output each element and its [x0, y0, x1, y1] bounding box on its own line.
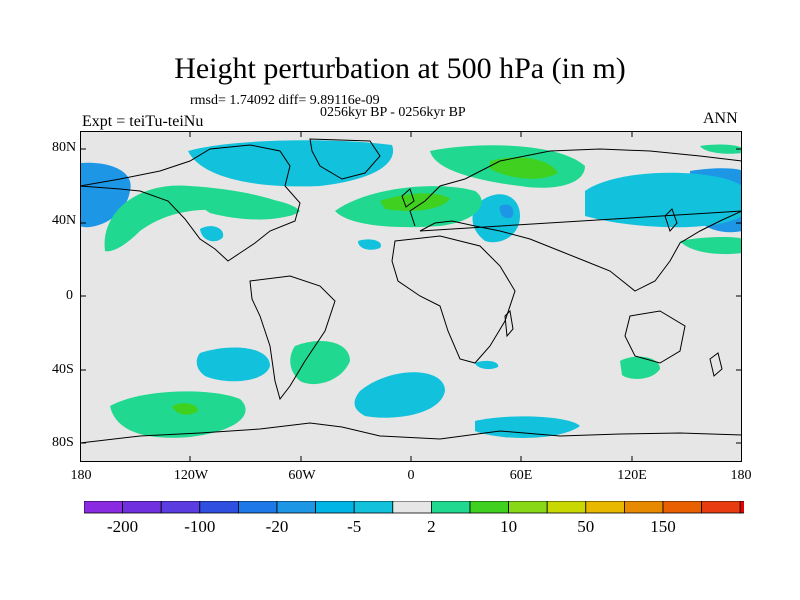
anomaly-negative-south-pacific — [196, 347, 270, 382]
colorbar-tick-label: -5 — [347, 517, 361, 536]
coast-japan — [664, 208, 678, 232]
lon-label-180w: 180 — [70, 468, 92, 483]
lon-label-120w: 120W — [173, 468, 209, 483]
anomaly-negative-siberia-core — [499, 204, 514, 219]
colorbar-tick-label: 2 — [427, 517, 436, 536]
colorbar-labels: -200 -100 -20 -5 2 10 50 150 — [107, 517, 676, 536]
colorbar-cell — [662, 501, 702, 514]
anomaly-positive-siberia-core — [490, 157, 558, 179]
colorbar-cell — [546, 501, 587, 514]
coast-australia — [624, 310, 686, 364]
colorbar-cell — [469, 501, 509, 514]
world-map — [80, 131, 742, 462]
colorbar-cell — [84, 501, 123, 514]
colorbar-cell — [508, 501, 548, 514]
lon-label-60w: 60W — [288, 468, 316, 483]
lat-label-40n: 40N — [52, 213, 77, 228]
anomaly-negative-greenland — [188, 140, 394, 187]
coast-africa — [391, 235, 516, 364]
lat-label-40s: 40S — [52, 362, 74, 377]
anomaly-positive-west-pacific — [680, 237, 742, 255]
coast-antarctica — [80, 422, 742, 444]
map-title: Height perturbation at 500 hPa (in m) — [174, 52, 626, 85]
anomaly-negative-na-small — [200, 226, 224, 242]
season-label: ANN — [703, 110, 738, 127]
anomaly-negative-atlantic-small — [358, 239, 381, 250]
anomaly-negative-south-indian — [475, 416, 580, 438]
experiment-label: Expt = teiTu-teiNu — [82, 113, 204, 130]
colorbar-tick-label: -20 — [266, 517, 289, 536]
coast-eurasia — [409, 148, 742, 292]
colorbar-cell — [585, 501, 625, 514]
colorbar-cells — [84, 501, 744, 514]
colorbar-cell — [276, 501, 316, 514]
anomaly-negative-indian-small — [475, 360, 499, 370]
map-frame — [80, 131, 742, 462]
anomaly-positive-europe-core — [380, 193, 450, 211]
colorbar-cell — [701, 501, 741, 514]
lon-label-180e: 180 — [730, 468, 752, 483]
lon-label-120e: 120E — [617, 468, 647, 483]
colorbar-cell — [199, 501, 239, 514]
colorbar-cell — [160, 501, 201, 514]
coast-north-america — [80, 144, 301, 262]
colorbar-cell — [353, 501, 394, 514]
colorbar-tick-label: 10 — [500, 517, 517, 536]
coastlines — [80, 138, 742, 444]
colorbar: -200 -100 -20 -5 2 10 50 150 — [84, 501, 744, 536]
colorbar-tick-label: 150 — [650, 517, 676, 536]
colorbar-cell — [392, 501, 432, 514]
lat-label-80n: 80N — [52, 140, 77, 155]
period-line: 0256kyr BP - 0256kyr BP — [320, 105, 466, 120]
colorbar-cell — [624, 501, 664, 514]
anomaly-positive-south-america — [290, 341, 350, 385]
anomaly-positive-north-america — [199, 195, 300, 220]
lat-label-80s: 80S — [52, 435, 74, 450]
coast-new-zealand — [709, 352, 723, 377]
colorbar-tick-label: 50 — [577, 517, 594, 536]
lon-label-0: 0 — [407, 468, 415, 483]
anomaly-positive-australia-south — [620, 356, 660, 379]
lat-label-0: 0 — [66, 288, 73, 303]
coast-greenland — [309, 138, 381, 180]
anomaly-negative-south-atlantic — [354, 372, 445, 418]
coast-madagascar — [504, 309, 514, 338]
colorbar-cell — [739, 501, 744, 514]
lon-label-60e: 60E — [509, 468, 533, 483]
colorbar-cell — [237, 501, 278, 514]
colorbar-cell — [315, 501, 355, 514]
colorbar-tick-label: -100 — [184, 517, 215, 536]
stats-line: rmsd= 1.74092 diff= 9.89116e-09 — [190, 93, 380, 108]
coast-uk — [401, 188, 415, 208]
anomaly-positive-arctic-east — [700, 144, 742, 154]
colorbar-tick-label: -200 — [107, 517, 138, 536]
colorbar-cell — [122, 501, 162, 514]
anomaly-positive-south-pacific-core — [172, 403, 198, 415]
coast-south-america — [249, 275, 336, 401]
colorbar-cell — [430, 501, 471, 514]
anomaly-positive-south-pacific — [110, 391, 246, 438]
